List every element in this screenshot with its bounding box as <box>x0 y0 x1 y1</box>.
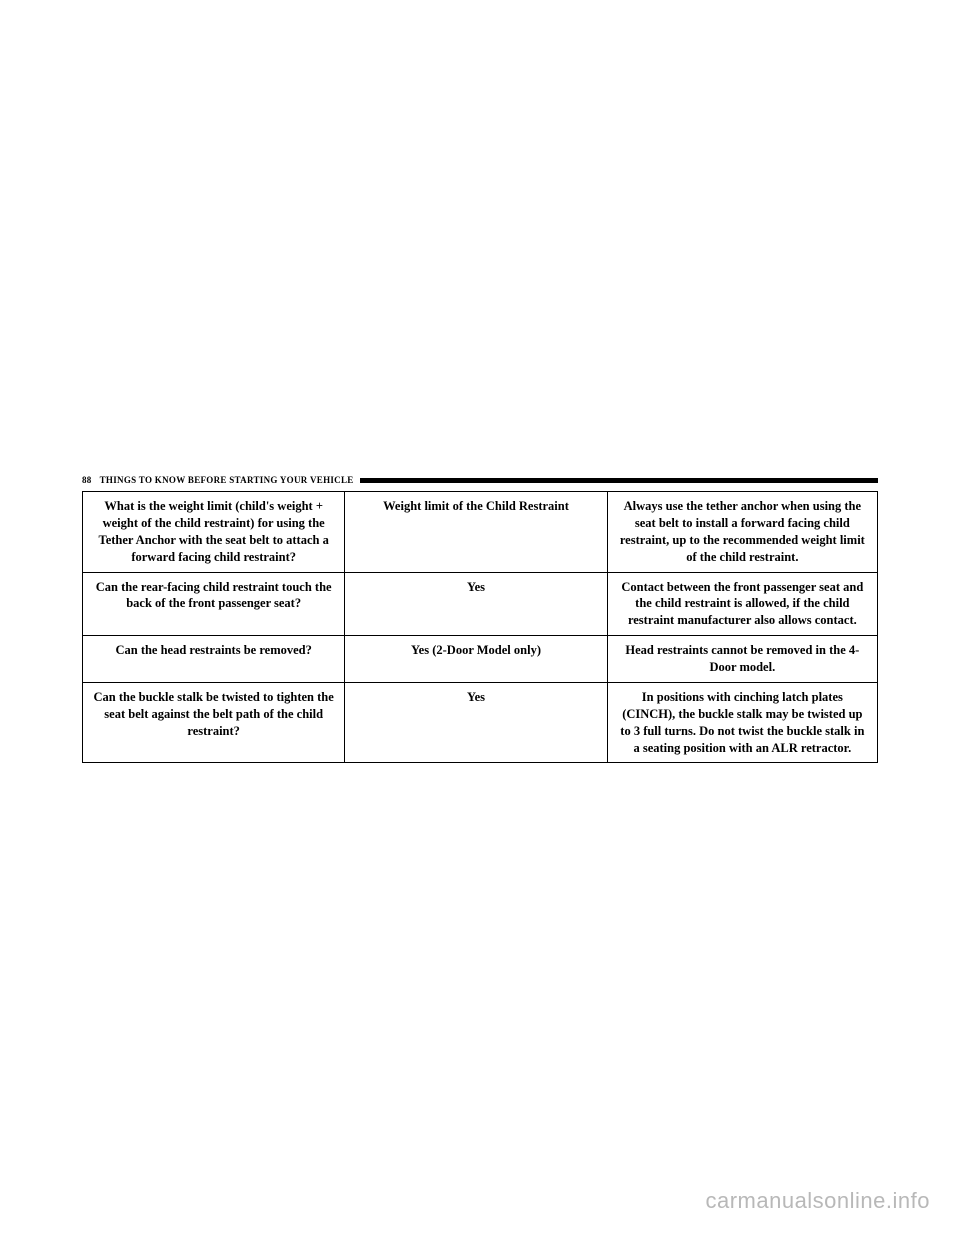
manual-page: 88 THINGS TO KNOW BEFORE STARTING YOUR V… <box>82 475 878 763</box>
info-cell: Always use the tether anchor when using … <box>607 492 877 573</box>
answer-cell: Yes <box>345 682 607 763</box>
watermark-text: carmanualsonline.info <box>705 1188 930 1214</box>
question-cell: What is the weight limit (child's weight… <box>83 492 345 573</box>
table-row: Can the head restraints be removed? Yes … <box>83 636 878 683</box>
table-row: Can the buckle stalk be twisted to tight… <box>83 682 878 763</box>
page-number: 88 <box>82 475 92 485</box>
answer-cell: Yes (2-Door Model only) <box>345 636 607 683</box>
question-cell: Can the head restraints be removed? <box>83 636 345 683</box>
answer-cell: Yes <box>345 572 607 636</box>
info-cell: Head restraints cannot be removed in the… <box>607 636 877 683</box>
header-rule <box>360 478 878 483</box>
child-restraint-table: What is the weight limit (child's weight… <box>82 491 878 763</box>
question-cell: Can the buckle stalk be twisted to tight… <box>83 682 345 763</box>
section-title: THINGS TO KNOW BEFORE STARTING YOUR VEHI… <box>100 475 354 485</box>
question-cell: Can the rear-facing child restraint touc… <box>83 572 345 636</box>
page-header: 88 THINGS TO KNOW BEFORE STARTING YOUR V… <box>82 475 878 485</box>
table-row: What is the weight limit (child's weight… <box>83 492 878 573</box>
info-cell: Contact between the front passenger seat… <box>607 572 877 636</box>
info-cell: In positions with cinching latch plates … <box>607 682 877 763</box>
answer-cell: Weight limit of the Child Restraint <box>345 492 607 573</box>
table-row: Can the rear-facing child restraint touc… <box>83 572 878 636</box>
